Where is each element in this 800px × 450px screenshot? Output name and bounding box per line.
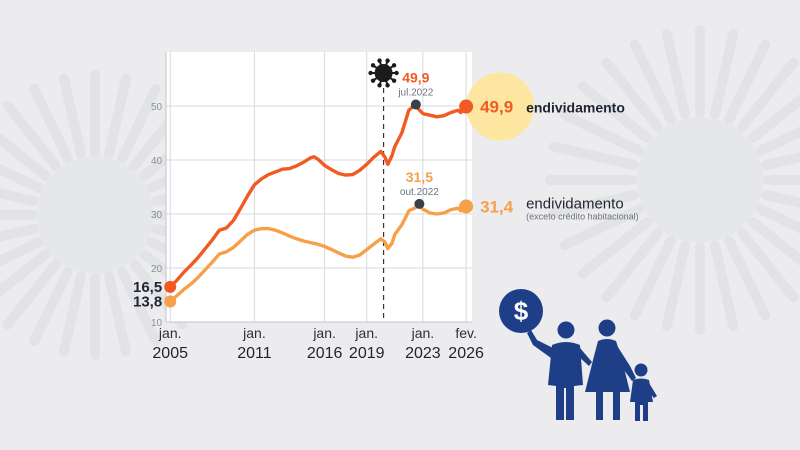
sunburst-ray xyxy=(559,204,645,251)
series-name-label: endividamento xyxy=(526,195,624,212)
sunburst-ray xyxy=(58,271,86,357)
virus-spike-tip xyxy=(370,63,376,68)
sunburst-ray xyxy=(577,217,653,279)
x-axis: jan. 2005 jan. 2011 jan. 2016 jan. 2019 jan. 2023… xyxy=(152,325,484,362)
series-peak-point xyxy=(410,99,421,110)
virus-spike-tip xyxy=(385,83,390,88)
sunburst-ray xyxy=(747,217,800,267)
sunburst-ray xyxy=(601,57,663,133)
series-start-point xyxy=(164,295,177,308)
family-icon: $ xyxy=(499,289,657,421)
sunburst-ray xyxy=(577,81,653,143)
sunburst-core xyxy=(637,117,763,243)
sunburst-ray xyxy=(661,28,690,120)
sunburst-ray xyxy=(755,126,800,156)
virus-spike-tip xyxy=(385,58,390,63)
sunburst-ray xyxy=(737,227,799,303)
sunburst-ray xyxy=(29,266,73,347)
sunburst-ray xyxy=(2,100,61,171)
sunburst-ray xyxy=(2,259,61,330)
x-tick-month: jan. xyxy=(158,325,182,341)
sunburst-ray xyxy=(0,132,51,181)
sunburst-ray xyxy=(104,271,132,357)
sunburst-ray xyxy=(58,73,86,159)
x-tick-year: 2026 xyxy=(448,345,484,362)
sunburst-ray xyxy=(629,235,676,321)
sunburst-ray xyxy=(548,141,640,170)
x-tick-month: jan. xyxy=(411,325,435,341)
virus-body xyxy=(374,64,393,82)
virus-spike-tip xyxy=(394,70,399,76)
dollar-symbol: $ xyxy=(514,296,529,326)
plot-area xyxy=(166,52,472,322)
sunburst-ray xyxy=(559,109,645,156)
sunburst-ray xyxy=(548,190,640,219)
series-end-point xyxy=(459,99,474,114)
sunburst-ray xyxy=(601,227,663,303)
y-tick-label: 40 xyxy=(151,156,163,167)
sunburst-ray xyxy=(661,240,690,332)
sunburst-ray xyxy=(724,235,771,321)
sunburst-ray xyxy=(29,83,73,164)
y-axis: 10 20 30 40 50 xyxy=(151,102,163,329)
sunburst-ray xyxy=(0,237,44,267)
virus-spike-tip xyxy=(368,70,373,76)
virus-icon xyxy=(368,58,399,88)
sunburst-core xyxy=(36,156,154,274)
grid-lines xyxy=(165,52,472,323)
dollar-coin-icon xyxy=(499,289,543,333)
sunburst-ray xyxy=(117,266,161,347)
sunburst-ray xyxy=(710,28,739,120)
virus-spike-tip xyxy=(391,63,397,68)
y-tick-label: 20 xyxy=(151,264,163,275)
series-start-label: 13,8 xyxy=(133,293,162,310)
virus-spike-tip xyxy=(377,58,382,63)
sunburst-ray xyxy=(760,152,800,170)
sunburst-ray xyxy=(747,93,800,143)
sunburst-ray xyxy=(737,57,799,133)
sunburst-ray xyxy=(0,163,44,193)
x-tick-month: jan. xyxy=(354,325,378,341)
series-peak-point xyxy=(414,198,425,209)
sunburst-ray xyxy=(0,224,39,242)
x-tick-year: 2019 xyxy=(349,345,385,362)
y-tick-label: 10 xyxy=(151,318,163,329)
series-end-value: 31,4 xyxy=(480,197,514,216)
series-name-label: endividamento xyxy=(526,100,625,116)
y-tick-label: 50 xyxy=(151,102,163,113)
peak-date-label: out.2022 xyxy=(400,187,439,198)
sunburst-ray xyxy=(710,240,739,332)
virus-spike-tip xyxy=(377,83,382,88)
background-decoration xyxy=(0,25,800,360)
series-start-label: 16,5 xyxy=(133,279,162,296)
virus-spike-tip xyxy=(391,78,397,83)
series-subtitle-label: (exceto crédito habitacional) xyxy=(526,211,639,221)
x-tick-month: jan. xyxy=(312,325,336,341)
series-end-point xyxy=(459,199,474,214)
x-tick-month: fev. xyxy=(455,325,477,341)
sunburst-ray xyxy=(755,204,800,234)
x-tick-month: jan. xyxy=(242,325,266,341)
x-tick-year: 2016 xyxy=(307,345,343,362)
sunburst-ray xyxy=(117,83,161,164)
peak-value-label: 49,9 xyxy=(402,70,429,86)
virus-spike-tip xyxy=(370,78,376,83)
x-tick-year: 2005 xyxy=(152,345,188,362)
sunburst-ray xyxy=(724,39,771,125)
sunburst-ray xyxy=(760,190,800,208)
series-start-point xyxy=(164,280,177,293)
series-end-value: 49,9 xyxy=(480,98,513,117)
sunburst-ray xyxy=(0,249,51,298)
x-tick-year: 2011 xyxy=(237,345,272,362)
sunburst-ray xyxy=(0,188,39,206)
peak-date-label: jul.2022 xyxy=(397,88,433,99)
sunburst-ray xyxy=(104,73,132,159)
y-tick-label: 30 xyxy=(151,210,163,221)
sunburst-ray xyxy=(629,39,676,125)
x-tick-year: 2023 xyxy=(405,345,441,362)
peak-value-label: 31,5 xyxy=(406,169,433,185)
highlight-circle xyxy=(466,72,535,141)
